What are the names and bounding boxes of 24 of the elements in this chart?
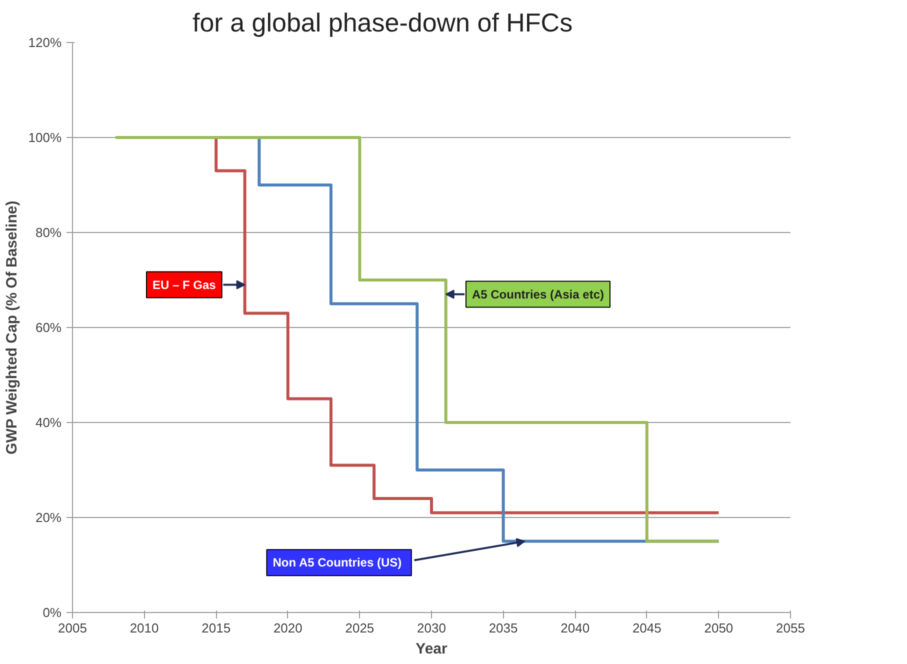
y-tick-label: 60% — [35, 320, 62, 335]
text: A5 Countries (Asia etc) — [472, 287, 604, 302]
x-tick-label: 2035 — [488, 620, 518, 636]
y-tick-label: 40% — [35, 415, 62, 430]
x-tick-label: 2020 — [273, 620, 302, 636]
x-tick-label: 2030 — [417, 620, 446, 636]
y-axis-title: GWP Weighted Cap (% Of Baseline) — [3, 200, 20, 454]
y-tick-label: 80% — [35, 225, 62, 240]
x-tick-label: 2015 — [202, 620, 231, 636]
text: EU – F Gas — [152, 278, 216, 292]
x-tick-label: 2045 — [632, 620, 662, 636]
text: Non A5 Countries (US) — [272, 556, 402, 570]
y-tick-label: 20% — [35, 510, 62, 525]
x-tick-label: 2010 — [130, 620, 159, 636]
y-tick-label: 0% — [42, 605, 62, 620]
x-tick-label: 2025 — [345, 620, 374, 636]
chart-title: for a global phase-down of HFCs — [192, 8, 573, 38]
x-tick-label: 2050 — [704, 620, 734, 636]
x-tick-label: 2040 — [560, 620, 590, 636]
y-tick-label: 100% — [28, 130, 62, 145]
x-tick-label: 2005 — [58, 620, 87, 636]
y-tick-label: 120% — [28, 35, 62, 50]
x-tick-label: 2055 — [776, 620, 805, 636]
x-axis-title: Year — [416, 640, 448, 658]
